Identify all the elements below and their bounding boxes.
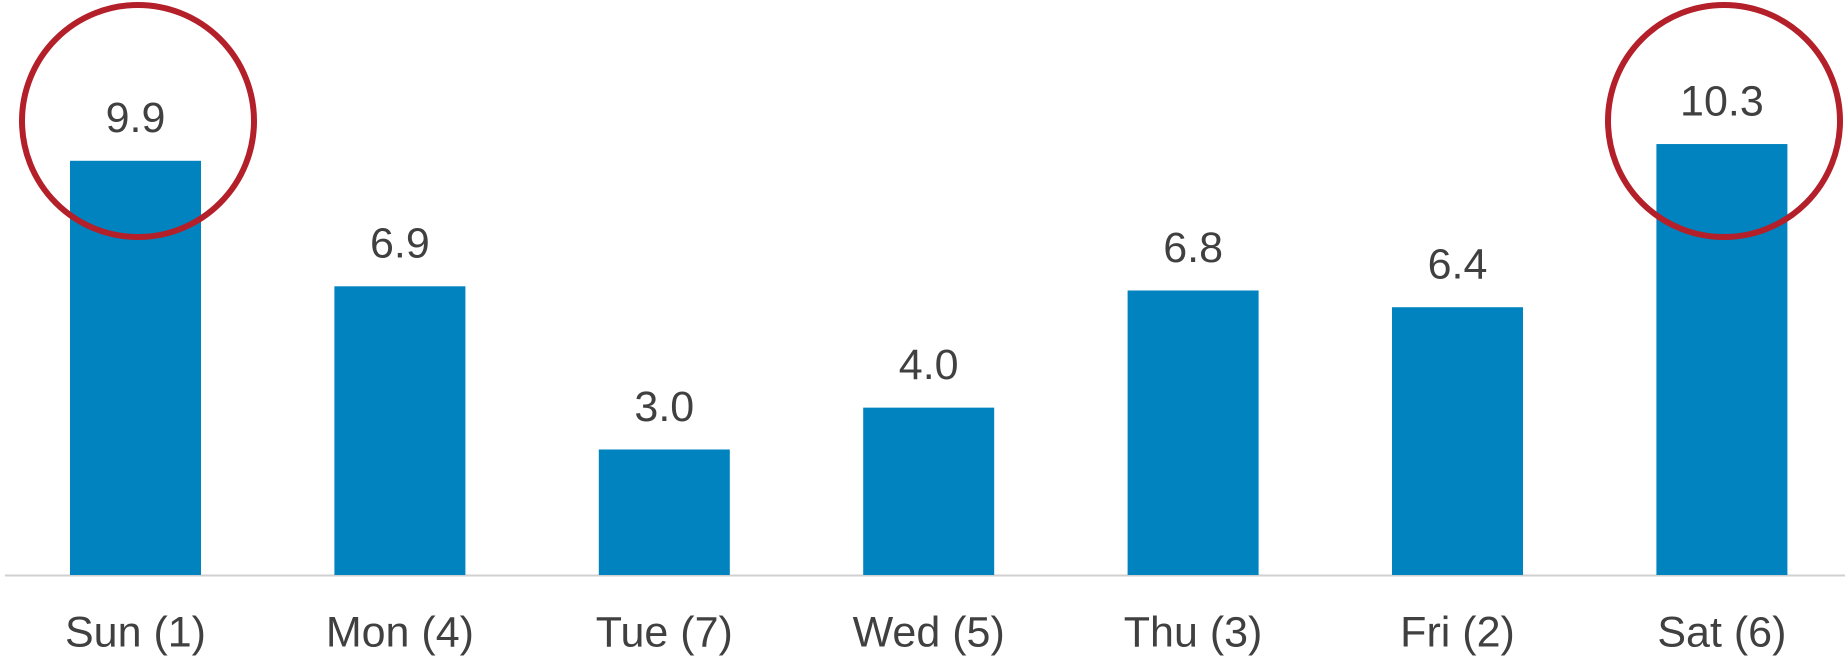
- x-tick-label: Fri (2): [1400, 608, 1515, 656]
- bars: Sun (1) 9.9 Mon (4) 6.9 Tue (7) 3.0 Wed (5) 4.0…: [65, 77, 1788, 656]
- x-tick-label: Sun (1): [65, 608, 206, 656]
- bar: [70, 160, 201, 575]
- value-label: 4.0: [899, 341, 959, 389]
- bar: [598, 449, 730, 575]
- x-tick-label: Sat (6): [1657, 608, 1786, 656]
- highlight-circle: [19, 2, 257, 240]
- bar: [1656, 144, 1788, 575]
- bar: [1127, 290, 1259, 575]
- x-tick-label: Mon (4): [326, 608, 474, 656]
- value-label: 3.0: [634, 383, 694, 431]
- value-label: 6.4: [1428, 241, 1488, 289]
- bar: [1392, 307, 1523, 575]
- highlight-circle: [1605, 2, 1843, 240]
- x-tick-label: Thu (3): [1124, 608, 1263, 656]
- bar: [334, 286, 466, 575]
- x-tick-label: Wed (5): [853, 608, 1005, 656]
- value-label: 6.9: [370, 220, 430, 268]
- bar: [863, 407, 995, 575]
- value-label: 9.9: [106, 94, 166, 142]
- value-label: 10.3: [1680, 77, 1764, 125]
- x-tick-label: Tue (7): [596, 608, 733, 656]
- value-label: 6.8: [1163, 224, 1223, 272]
